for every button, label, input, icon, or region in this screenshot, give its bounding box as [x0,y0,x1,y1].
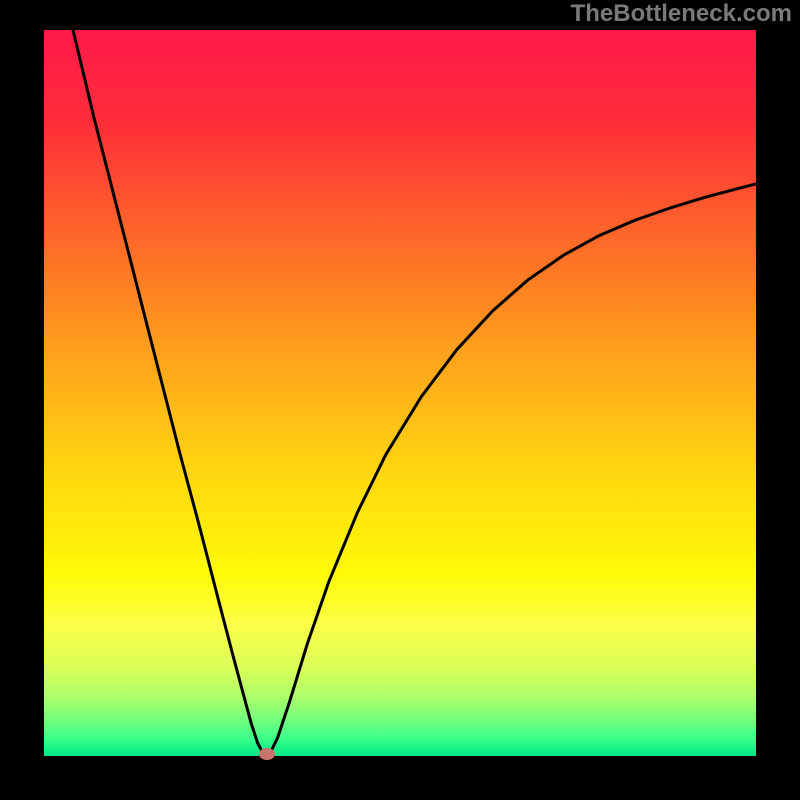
bottleneck-curve [44,30,756,756]
chart-container: TheBottleneck.com [0,0,800,800]
watermark-text: TheBottleneck.com [571,0,792,28]
curve-path [73,31,756,755]
plot-area [44,30,756,756]
optimum-marker [259,748,275,760]
